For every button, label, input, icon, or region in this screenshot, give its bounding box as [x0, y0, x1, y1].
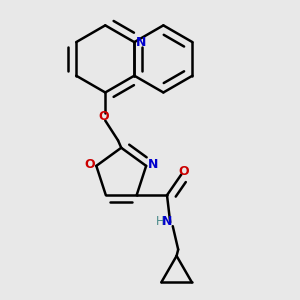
Text: N: N — [148, 158, 158, 171]
Text: N: N — [162, 215, 172, 228]
Text: N: N — [136, 36, 146, 49]
Text: H: H — [156, 215, 164, 228]
Text: O: O — [178, 165, 189, 178]
Text: O: O — [98, 110, 109, 123]
Text: O: O — [84, 158, 94, 171]
